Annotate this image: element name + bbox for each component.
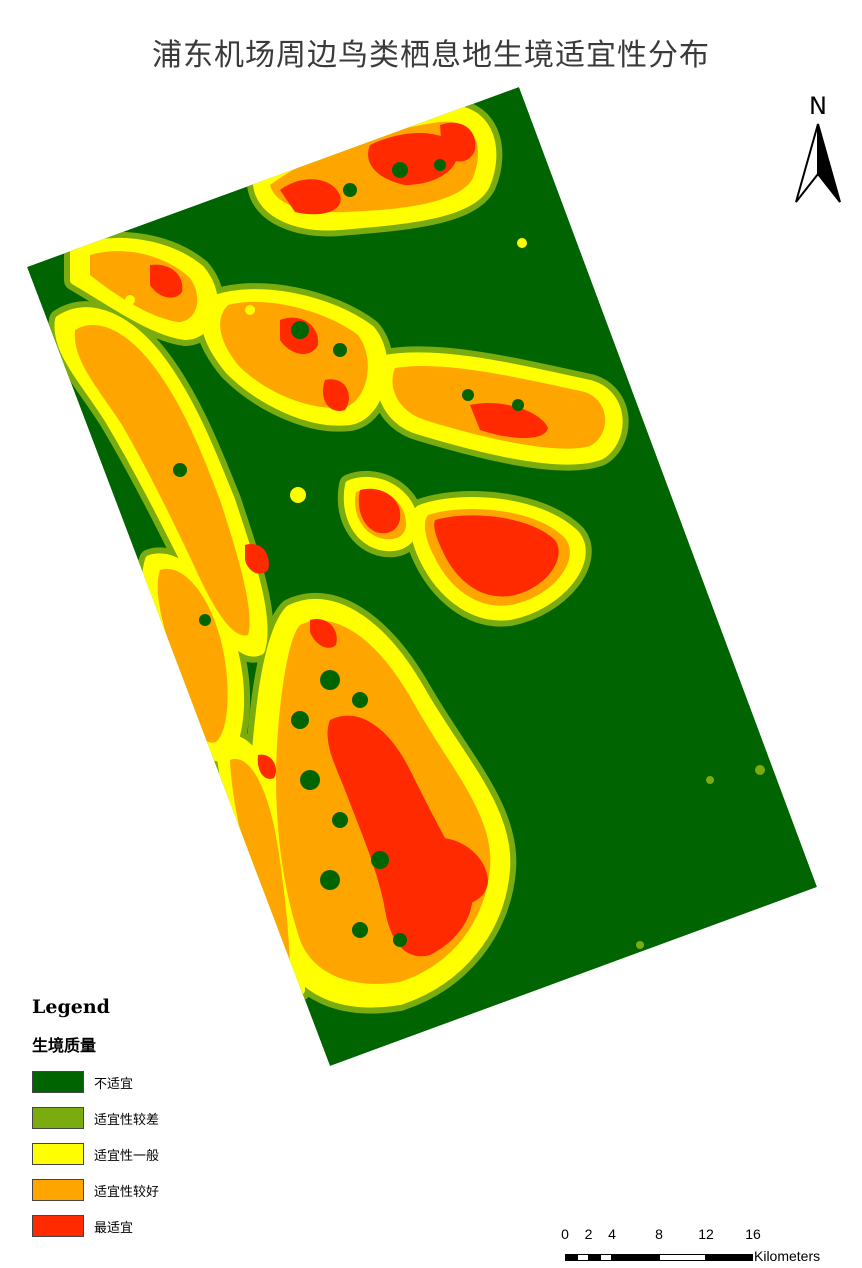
legend-field: 生境质量: [32, 1036, 97, 1055]
scale-tick-label: 2: [584, 1226, 593, 1242]
scale-segment: [588, 1254, 601, 1261]
scale-tick-label: 8: [655, 1226, 663, 1242]
legend-label: 适宜性较差: [94, 1112, 160, 1128]
north-arrow: N: [792, 92, 844, 208]
legend-item: 不适宜: [32, 1064, 159, 1100]
legend-label: 最适宜: [94, 1220, 134, 1236]
legend-label: 适宜性较好: [94, 1184, 160, 1200]
legend: Legend 生境质量 不适宜适宜性较差适宜性一般适宜性较好最适宜: [32, 996, 159, 1244]
legend-swatch: [32, 1215, 84, 1237]
legend-swatch: [32, 1071, 84, 1093]
scale-segment: [612, 1254, 659, 1261]
legend-item: 适宜性较好: [32, 1172, 159, 1208]
legend-swatch: [32, 1107, 84, 1129]
legend-swatch: [32, 1179, 84, 1201]
legend-swatch: [32, 1143, 84, 1165]
scale-tick-label: 12: [698, 1226, 714, 1242]
legend-label: 不适宜: [94, 1076, 134, 1092]
scale-segment: [706, 1254, 753, 1261]
scale-segment: [576, 1254, 589, 1261]
scale-tick-label: 4: [608, 1226, 616, 1242]
scale-tick-label: 0: [561, 1226, 569, 1242]
legend-title: Legend: [32, 996, 110, 1018]
legend-label: 适宜性一般: [94, 1148, 160, 1164]
scale-unit: Kilometers: [754, 1248, 821, 1264]
scale-bar: Kilometers 0 2 4 8 12 16: [560, 1226, 860, 1266]
scale-segment: [659, 1254, 706, 1261]
scale-tick-label: 16: [745, 1226, 761, 1242]
north-label: N: [809, 92, 827, 120]
legend-item: 适宜性较差: [32, 1100, 159, 1136]
legend-item: 最适宜: [32, 1208, 159, 1244]
map-title: 浦东机场周边鸟类栖息地生境适宜性分布: [152, 38, 710, 73]
scale-segment: [600, 1254, 612, 1261]
legend-item: 适宜性一般: [32, 1136, 159, 1172]
north-arrow-icon: [795, 123, 841, 203]
scale-segment: [565, 1254, 577, 1261]
